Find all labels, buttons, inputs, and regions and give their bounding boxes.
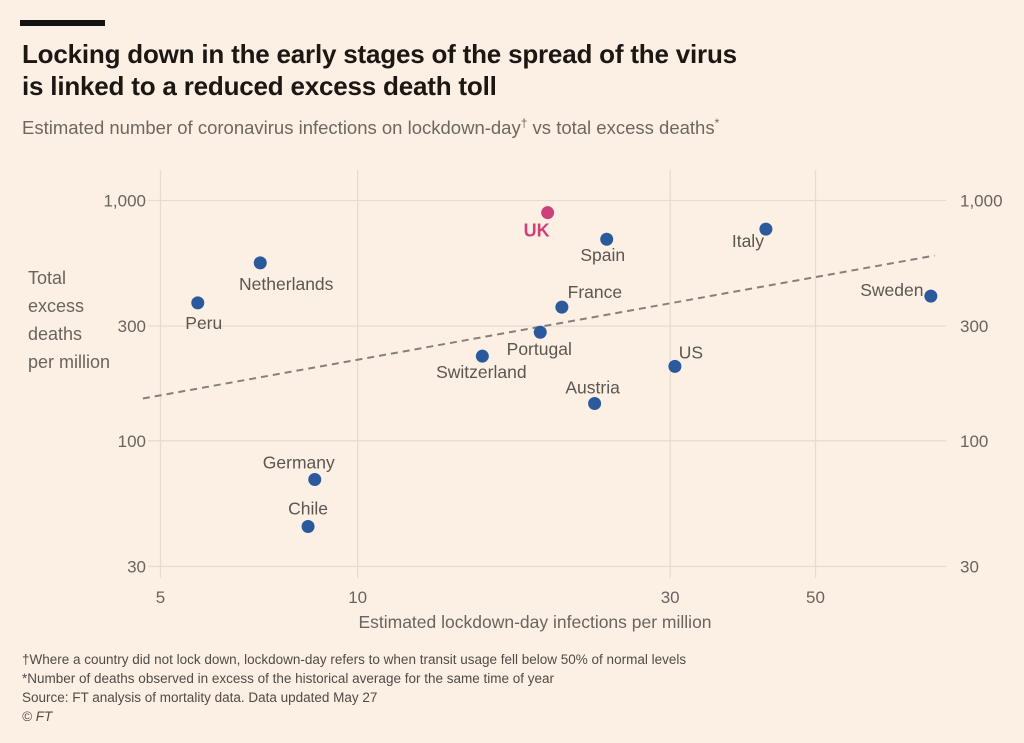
chart-footer: †Where a country did not lock down, lock… (22, 650, 686, 726)
data-point-austria (588, 396, 602, 410)
data-point-portugal (533, 325, 547, 339)
footnote-dagger: †Where a country did not lock down, lock… (22, 652, 687, 667)
asterisk-footnote-marker: * (714, 116, 720, 130)
x-axis-title: Estimated lockdown-day infections per mi… (358, 612, 711, 632)
point-label-us: US (679, 342, 703, 362)
point-label-italy: Italy (732, 231, 764, 251)
point-label-portugal: Portugal (507, 339, 572, 359)
chart-subtitle-text-2: vs total excess deaths (527, 117, 715, 139)
dagger-footnote-marker: † (520, 116, 528, 130)
point-label-france: France (568, 282, 622, 302)
data-point-uk (541, 206, 555, 220)
x-tick-label-50: 50 (806, 588, 825, 607)
point-label-uk: UK (524, 221, 550, 241)
points-layer: Peru Netherlands Germany Chile Switzerland Po… (185, 206, 938, 533)
data-point-peru (191, 296, 205, 310)
data-point-sweden (924, 289, 938, 303)
y-tick-label-left-1000: 1,000 (103, 192, 146, 211)
x-tick-label-30: 30 (661, 588, 680, 607)
footnote-asterisk: *Number of deaths observed in excess of … (22, 671, 555, 686)
point-label-peru: Peru (185, 313, 222, 333)
y-tick-label-left-300: 300 (118, 317, 146, 336)
y-tick-label-right-100: 100 (960, 432, 988, 451)
copyright-line: © FT (22, 709, 53, 724)
chart-subtitle-text: Estimated number of coronavirus infectio… (22, 117, 521, 139)
y-tick-label-right-1000: 1,000 (960, 192, 1003, 211)
chart-title: Locking down in the early stages of the … (22, 39, 737, 101)
data-point-chile (301, 519, 315, 533)
ticks-layer: 1,000 1,000 300 300 100 100 30 30 5 10 30 50 (103, 192, 1002, 608)
y-tick-label-right-300: 300 (960, 317, 988, 336)
point-label-austria: Austria (565, 377, 620, 397)
point-label-spain: Spain (580, 245, 625, 265)
data-point-netherlands (253, 256, 267, 270)
point-label-germany: Germany (263, 453, 335, 473)
y-tick-label-left-30: 30 (127, 557, 146, 576)
x-tick-label-5: 5 (156, 588, 165, 607)
data-point-germany (308, 473, 322, 487)
data-point-italy (759, 222, 773, 236)
data-point-us (668, 359, 682, 373)
kicker-bar (20, 20, 105, 26)
data-point-france (555, 300, 569, 314)
point-label-switzerland: Switzerland (436, 362, 526, 382)
data-point-spain (600, 232, 614, 246)
data-point-switzerland (475, 349, 489, 363)
y-tick-label-right-30: 30 (960, 557, 979, 576)
point-label-netherlands: Netherlands (239, 274, 334, 294)
source-line: Source: FT analysis of mortality data. D… (22, 690, 378, 705)
y-axis-title: Total excess deaths per million (28, 268, 111, 372)
x-tick-label-10: 10 (348, 588, 367, 607)
point-label-chile: Chile (288, 498, 328, 518)
y-tick-label-left-100: 100 (118, 432, 146, 451)
point-label-sweden: Sweden (860, 280, 923, 300)
chart-subtitle: Estimated number of coronavirus infectio… (22, 116, 719, 139)
